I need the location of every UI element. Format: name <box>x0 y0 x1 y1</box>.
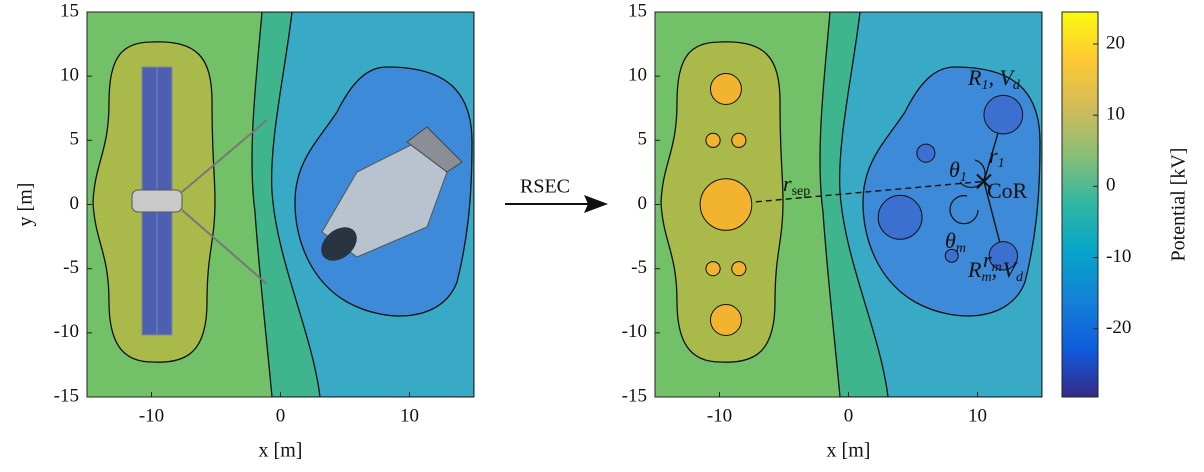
charge <box>700 179 752 231</box>
y-axis-label: y [m] <box>15 183 37 227</box>
annotation-subscript: sep <box>792 184 811 199</box>
charge <box>984 95 1023 134</box>
x-tick-label: 10 <box>968 405 987 426</box>
annotation-subscript: 1 <box>981 78 988 93</box>
charge <box>917 144 935 162</box>
colorbar: -20 -10 0 10 20 Potential [kV] <box>1062 12 1190 397</box>
annotation-text: , V <box>988 65 1015 90</box>
colorbar-tick-label: -20 <box>1106 317 1131 338</box>
annotation-text: R <box>967 65 982 90</box>
annotation: Rm, Vd <box>967 257 1024 285</box>
y-tick-label: 0 <box>638 193 648 214</box>
plot-left: -10 0 10 -15 -10 -5 0 5 10 15 x [m] y [m] <box>15 0 474 461</box>
x-tick-label: 0 <box>276 405 286 426</box>
x-axis-label: x [m] <box>827 440 871 462</box>
annotation-subscript: m <box>981 270 991 285</box>
y-tick-label: 10 <box>60 65 79 86</box>
charge <box>706 262 720 276</box>
colorbar-tick-label: 10 <box>1106 104 1125 125</box>
x-tick-label: 10 <box>400 405 419 426</box>
page: -10010-15-10-5051015x [m]y [m] -10010-15… <box>0 0 1204 472</box>
annotation-text: θ <box>945 228 956 253</box>
y-tick-label: -15 <box>622 385 647 406</box>
annotation: CoR <box>987 178 1028 203</box>
annotation: R1, Vd <box>967 65 1021 93</box>
y-tick-label: 0 <box>70 193 80 214</box>
charge <box>710 74 741 105</box>
y-tick-label: -10 <box>54 321 79 342</box>
x-tick-label: -10 <box>707 405 732 426</box>
charge <box>732 262 746 276</box>
rsec-arrow: RSEC <box>505 176 608 213</box>
annotation-subscript: d <box>1016 270 1024 285</box>
annotation-text: R <box>967 257 982 282</box>
y-tick-label: 15 <box>628 0 647 21</box>
y-tick-label: -5 <box>631 257 647 278</box>
charge <box>706 133 720 147</box>
colorbar-tick-label: 0 <box>1106 175 1116 196</box>
colorbar-tick-label: 20 <box>1106 32 1125 53</box>
charge <box>710 305 741 336</box>
y-tick-label: -15 <box>54 385 79 406</box>
y-tick-label: 10 <box>628 65 647 86</box>
y-tick-label: -10 <box>622 321 647 342</box>
annotation-text: θ <box>949 157 960 182</box>
annotation-subscript: m <box>956 241 966 256</box>
y-tick-label: 15 <box>60 0 79 21</box>
annotation-text: CoR <box>987 178 1028 203</box>
y-tick-label: -5 <box>63 257 79 278</box>
arrow-label: RSEC <box>520 176 570 198</box>
x-tick-label: 0 <box>844 405 854 426</box>
colorbar-gradient <box>1062 12 1098 397</box>
colorbar-tick-label: -10 <box>1106 246 1131 267</box>
annotation-subscript: d <box>1013 78 1021 93</box>
colorbar-label: Potential [kV] <box>1168 148 1190 262</box>
figure: -10010-15-10-5051015x [m]y [m] -10010-15… <box>0 0 1204 472</box>
x-axis-label: x [m] <box>259 440 303 462</box>
x-tick-label: -10 <box>139 405 164 426</box>
annotation-subscript: 1 <box>998 156 1005 171</box>
annotation-text: , V <box>992 257 1019 282</box>
annotation-subscript: 1 <box>960 170 967 185</box>
charge <box>732 133 746 147</box>
y-tick-label: 5 <box>70 129 80 150</box>
charge <box>878 195 922 239</box>
y-tick-label: 5 <box>638 129 648 150</box>
